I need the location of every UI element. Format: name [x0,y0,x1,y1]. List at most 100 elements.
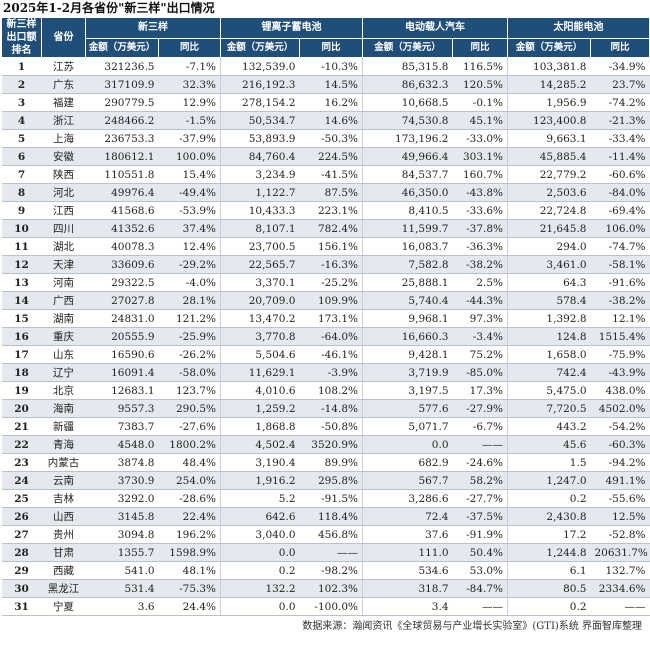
ev-amount: 11,599.7 [362,219,453,238]
rank-cell: 3 [1,93,42,112]
solar-amount: 124.8 [507,327,591,346]
solar-amount: 7,720.5 [507,399,591,418]
province-cell: 湖南 [41,309,86,328]
new-three-yoy: -49.4% [158,183,221,202]
table-row: 23 内蒙古 3874.8 48.4% 3,190.4 89.9% 682.9 -24.6% 1… [1,453,650,472]
ev-amount: 9,968.1 [362,309,453,328]
table-row: 6 安徽 180612.1 100.0% 84,760.4 224.5% 49,966.4 3… [1,147,650,166]
new-three-amount: 180612.1 [85,147,159,166]
ev-amount: 5,071.7 [362,417,453,436]
lithium-yoy: 16.2% [299,93,363,112]
lithium-amount: 5.2 [220,489,300,508]
ev-yoy: 160.7% [452,165,508,184]
solar-amount: 6.1 [507,561,591,580]
rank-cell: 8 [1,183,42,202]
solar-amount: 80.5 [507,579,591,598]
new-three-amount: 3.6 [85,597,159,616]
table-row: 11 湖北 40078.3 12.4% 23,700.5 156.1% 16,083.7 -3… [1,237,650,256]
header-yoy: 同比 [452,38,508,58]
table-row: 21 新疆 7383.7 -27.6% 1,868.8 -50.8% 5,071.7 -6.7… [1,417,650,436]
solar-yoy: -54.2% [590,417,650,436]
province-cell: 湖北 [41,237,86,256]
lithium-amount: 4,010.6 [220,381,300,400]
table-row: 2 广东 317109.9 32.3% 216,192.3 14.5% 86,632.3 12… [1,75,650,94]
lithium-yoy: 456.8% [299,525,363,544]
solar-amount: 5,475.0 [507,381,591,400]
ev-amount: 111.0 [362,543,453,562]
province-cell: 内蒙古 [41,453,86,472]
rank-cell: 25 [1,489,42,508]
solar-yoy: -21.3% [590,111,650,130]
solar-yoy: -60.6% [590,165,650,184]
rank-cell: 19 [1,381,42,400]
table-body: 1 江苏 321236.5 -7.1% 132,539.0 -10.3% 85,315.8 1… [1,57,650,616]
lithium-yoy: 118.4% [299,507,363,526]
lithium-yoy: 156.1% [299,237,363,256]
new-three-amount: 1355.7 [85,543,159,562]
rank-cell: 31 [1,597,42,616]
solar-yoy: 106.0% [590,219,650,238]
solar-yoy: 20631.7% [590,543,650,562]
ev-amount: 3,286.6 [362,489,453,508]
new-three-amount: 317109.9 [85,75,159,94]
new-three-amount: 236753.3 [85,129,159,148]
province-cell: 河南 [41,273,86,292]
rank-cell: 21 [1,417,42,436]
table-row: 29 西藏 541.0 48.1% 0.2 -98.2% 534.6 53.0% 6.1 132.… [1,561,650,580]
lithium-amount: 20,709.0 [220,291,300,310]
new-three-amount: 3730.9 [85,471,159,490]
province-cell: 河北 [41,183,86,202]
header-amount: 金额（万美元） [85,38,159,58]
solar-amount: 123,400.8 [507,111,591,130]
ev-amount: 0.0 [362,435,453,454]
ev-yoy: 53.0% [452,561,508,580]
solar-amount: 103,381.8 [507,57,591,76]
lithium-yoy: 224.5% [299,147,363,166]
rank-cell: 5 [1,129,42,148]
province-cell: 天津 [41,255,86,274]
ev-yoy: 45.1% [452,111,508,130]
new-three-yoy: 22.4% [158,507,221,526]
solar-amount: 578.4 [507,291,591,310]
solar-amount: 1,247.0 [507,471,591,490]
ev-yoy: -36.3% [452,237,508,256]
ev-amount: 72.4 [362,507,453,526]
lithium-yoy: -50.8% [299,417,363,436]
rank-cell: 14 [1,291,42,310]
ev-amount: 16,083.7 [362,237,453,256]
rank-cell: 22 [1,435,42,454]
table-row: 25 吉林 3292.0 -28.6% 5.2 -91.5% 3,286.6 -27.7% 0.… [1,489,650,508]
ev-amount: 173,196.2 [362,129,453,148]
province-cell: 辽宁 [41,363,86,382]
province-cell: 云南 [41,471,86,490]
new-three-yoy: 48.4% [158,453,221,472]
lithium-amount: 3,770.8 [220,327,300,346]
lithium-amount: 1,259.2 [220,399,300,418]
province-cell: 四川 [41,219,86,238]
header-yoy: 同比 [158,38,221,58]
solar-amount: 22,779.2 [507,165,591,184]
lithium-amount: 3,370.1 [220,273,300,292]
solar-yoy: 491.1% [590,471,650,490]
lithium-amount: 132.2 [220,579,300,598]
solar-amount: 0.2 [507,489,591,508]
solar-yoy: -55.6% [590,489,650,508]
ev-yoy: -3.4% [452,327,508,346]
solar-amount: 0.2 [507,597,591,616]
province-cell: 浙江 [41,111,86,130]
new-three-amount: 3292.0 [85,489,159,508]
solar-yoy: -43.9% [590,363,650,382]
lithium-yoy: 109.9% [299,291,363,310]
lithium-amount: 642.6 [220,507,300,526]
lithium-yoy: -10.3% [299,57,363,76]
new-three-yoy: -1.5% [158,111,221,130]
lithium-yoy: -3.9% [299,363,363,382]
solar-yoy: 132.7% [590,561,650,580]
new-three-yoy: 28.1% [158,291,221,310]
table-row: 17 山东 16590.6 -26.2% 5,504.6 -46.1% 9,428.1 75.… [1,345,650,364]
ev-amount: 577.6 [362,399,453,418]
province-cell: 青海 [41,435,86,454]
ev-amount: 682.9 [362,453,453,472]
new-three-yoy: 12.4% [158,237,221,256]
ev-amount: 86,632.3 [362,75,453,94]
